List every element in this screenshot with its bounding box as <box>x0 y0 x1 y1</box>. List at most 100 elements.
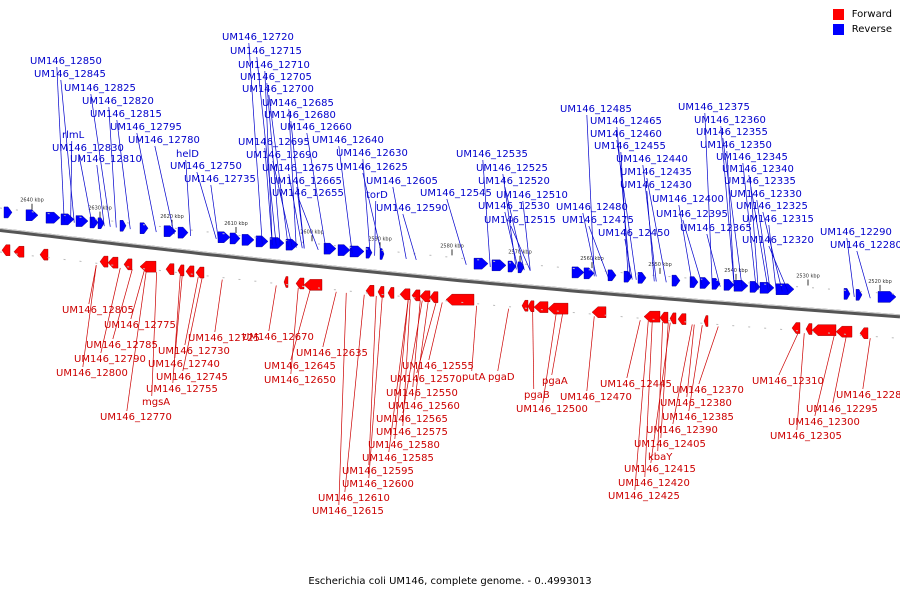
reverse-leader-line <box>482 159 491 268</box>
reverse-gene-arrow <box>323 242 337 255</box>
reverse-leader-line <box>748 174 769 291</box>
forward-gene-arrow <box>303 279 323 291</box>
reverse-label-um146-12750: UM146_12750 <box>170 161 242 172</box>
reverse-label-um146-12460: UM146_12460 <box>590 129 662 140</box>
reverse-leader-line <box>624 238 633 280</box>
reverse-leader-line <box>264 147 273 246</box>
reverse-label-um146-12315: UM146_12315 <box>742 214 814 225</box>
reverse-leader-line <box>154 145 175 235</box>
forward-gene-arrow <box>669 312 677 325</box>
forward-label-um146-12445: UM146_12445 <box>600 379 672 390</box>
reverse-label-rlml: rlmL <box>62 130 85 141</box>
reverse-leader-line <box>296 186 305 249</box>
reverse-label-um146-12355: UM146_12355 <box>696 127 768 138</box>
reverse-leader-line <box>374 200 377 256</box>
forward-label-um146-12595: UM146_12595 <box>342 466 414 477</box>
reverse-label-um146-12510: UM146_12510 <box>496 190 568 201</box>
reverse-leader-line <box>116 119 131 230</box>
reverse-leader-line <box>185 159 191 237</box>
reverse-leader-line <box>288 173 303 249</box>
forward-gene-arrow <box>377 286 385 298</box>
forward-label-um146-12370: UM146_12370 <box>672 385 744 396</box>
reverse-label-um146-12435: UM146_12435 <box>620 167 692 178</box>
forward-gene-arrow <box>527 300 535 312</box>
forward-gene-arrow <box>591 306 607 318</box>
reverse-label-um146-12825: UM146_12825 <box>64 83 136 94</box>
reverse-leader-line <box>682 219 703 286</box>
reverse-label-um146-12850: UM146_12850 <box>30 56 102 67</box>
forward-leader-line <box>688 325 703 412</box>
forward-label-kbay: kbaY <box>648 452 673 463</box>
reverse-label-um146-12735: UM146_12735 <box>184 174 256 185</box>
forward-label-um146-12805: UM146_12805 <box>62 305 134 316</box>
reverse-leader-line <box>402 213 417 261</box>
label-leader-lines <box>56 42 871 506</box>
reverse-leader-line <box>362 158 371 256</box>
forward-label-um146-12740: UM146_12740 <box>148 359 220 370</box>
forward-leader-line <box>182 277 203 372</box>
reverse-leader-line <box>616 139 637 280</box>
forward-gene-arrow <box>177 264 185 277</box>
forward-leader-line <box>368 296 383 479</box>
reverse-label-um146-12440: UM146_12440 <box>616 154 688 165</box>
reverse-gene-arrow <box>177 226 189 239</box>
reverse-label-um146-12375: UM146_12375 <box>678 102 750 113</box>
reverse-leader-line <box>750 186 759 290</box>
reverse-leader-line <box>586 114 595 277</box>
reverse-gene-arrow <box>491 259 507 272</box>
reverse-gene-arrow <box>349 245 365 258</box>
reverse-label-um146-12680: UM146_12680 <box>264 110 336 121</box>
reverse-leader-line <box>268 94 289 247</box>
reverse-label-um146-12340: UM146_12340 <box>722 164 794 175</box>
forward-label-um146-12770: UM146_12770 <box>100 412 172 423</box>
forward-leader-line <box>428 302 443 361</box>
reverse-leader-line <box>846 237 855 298</box>
reverse-leader-line <box>60 79 75 223</box>
reverse-leader-line <box>646 177 667 283</box>
forward-label-um146-12570: UM146_12570 <box>390 374 462 385</box>
reverse-gene-arrow <box>229 232 241 245</box>
forward-label-um146-12725: UM146_12725 <box>188 333 260 344</box>
forward-gene-arrow <box>99 255 109 268</box>
forward-guide <box>0 251 900 339</box>
forward-leader-line <box>368 295 377 466</box>
reverse-gene-arrow <box>119 220 127 232</box>
reverse-leader-line <box>620 151 629 280</box>
reverse-label-um146-12480: UM146_12480 <box>556 202 628 213</box>
reverse-leader-line <box>392 186 407 259</box>
reverse-leader-line <box>678 204 693 285</box>
forward-gene-arrow <box>677 313 687 325</box>
forward-label-um146-12755: UM146_12755 <box>146 384 218 395</box>
reverse-label-um146-12325: UM146_12325 <box>736 201 808 212</box>
forward-leader-line <box>542 312 557 404</box>
reverse-label-um146-12795: UM146_12795 <box>110 122 182 133</box>
forward-leader-line <box>402 299 411 427</box>
forward-gene-arrow <box>805 323 813 335</box>
forward-gene-arrow <box>533 301 549 313</box>
forward-label-um146-12565: UM146_12565 <box>376 414 448 425</box>
forward-label-um146-12645: UM146_12645 <box>264 361 336 372</box>
reverse-gene-arrow <box>3 206 13 219</box>
reverse-gene-arrow <box>337 244 351 256</box>
forward-leader-line <box>172 274 181 384</box>
forward-label-um146-12650: UM146_12650 <box>264 375 336 386</box>
forward-swatch <box>832 9 844 20</box>
forward-leader-line <box>626 320 641 379</box>
reverse-leader-line <box>196 171 217 239</box>
reverse-label-um146-12290: UM146_12290 <box>820 227 892 238</box>
reverse-label-um146-12820: UM146_12820 <box>82 96 154 107</box>
forward-leader-line <box>672 324 693 425</box>
reverse-gene-arrow <box>711 278 721 290</box>
reverse-label-um146-12450: UM146_12450 <box>598 228 670 239</box>
reverse-leader-line <box>108 106 117 228</box>
reverse-label-um146-12280: UM146_12280 <box>830 240 900 251</box>
reverse-label-um146-12695: UM146_12695 <box>238 137 310 148</box>
forward-gene-arrow <box>107 256 119 269</box>
legend-reverse-label: Reverse <box>851 24 892 35</box>
reverse-label-um146-12455: UM146_12455 <box>594 141 666 152</box>
genome-backbone <box>0 207 900 339</box>
reverse-label-um146-12475: UM146_12475 <box>562 215 634 226</box>
forward-leader-line <box>290 287 299 375</box>
reverse-label-um146-12845: UM146_12845 <box>34 69 106 80</box>
